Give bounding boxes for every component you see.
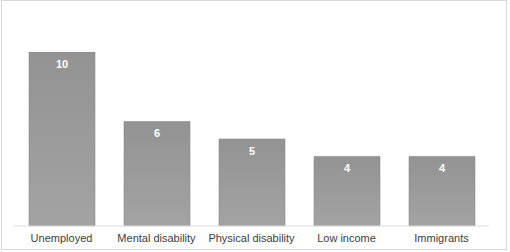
svg-text:4: 4 [439, 162, 446, 174]
svg-text:Unemployed: Unemployed [31, 232, 93, 244]
svg-text:Mental disability: Mental disability [117, 232, 196, 244]
svg-text:4: 4 [344, 162, 351, 174]
svg-text:5: 5 [249, 145, 255, 157]
svg-text:Immigrants: Immigrants [414, 232, 469, 244]
svg-text:10: 10 [56, 58, 68, 70]
svg-text:6: 6 [154, 127, 160, 139]
svg-text:Low income: Low income [317, 232, 376, 244]
svg-text:Physical disability: Physical disability [208, 232, 295, 244]
